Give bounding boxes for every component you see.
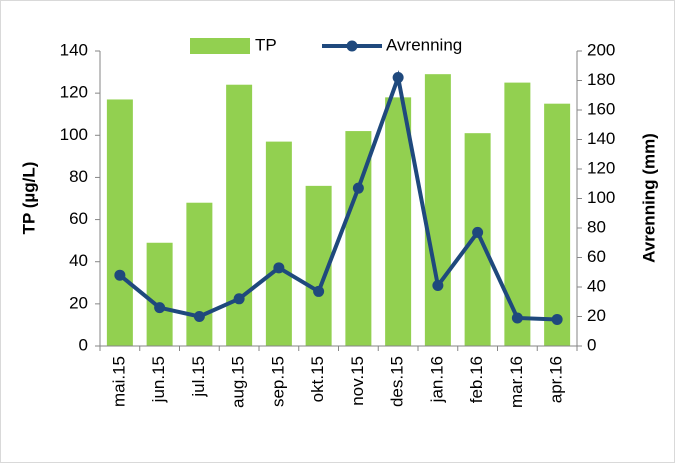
line-point bbox=[352, 182, 364, 194]
x-tick-label: des.15 bbox=[388, 356, 407, 407]
legend-swatch bbox=[346, 40, 358, 52]
line-point bbox=[154, 302, 166, 314]
y2-tick-label: 0 bbox=[587, 335, 596, 354]
line-point bbox=[193, 311, 205, 322]
y-tick-label: 20 bbox=[69, 293, 88, 312]
y2-tick-label: 180 bbox=[587, 70, 615, 89]
bar bbox=[186, 202, 213, 346]
y2-tick-label: 100 bbox=[587, 188, 615, 207]
line-point bbox=[551, 313, 563, 325]
y2-tick-label: 160 bbox=[587, 99, 615, 118]
bar bbox=[146, 242, 173, 346]
y-tick-label: 140 bbox=[60, 40, 88, 59]
y-tick-label: 80 bbox=[69, 167, 88, 186]
y2-tick-label: 200 bbox=[587, 40, 615, 59]
y2-tick-label: 20 bbox=[587, 306, 606, 325]
line-point bbox=[233, 293, 245, 305]
legend-label: TP bbox=[255, 35, 277, 54]
line bbox=[118, 69, 558, 322]
y2-tick-label: 40 bbox=[587, 276, 606, 295]
line-point bbox=[313, 285, 325, 297]
y2-tick-label: 60 bbox=[587, 247, 606, 266]
x-tick-label: sep.15 bbox=[268, 356, 287, 407]
line-point bbox=[273, 262, 285, 274]
line-point bbox=[392, 72, 404, 84]
bar bbox=[226, 84, 253, 346]
bar bbox=[504, 82, 531, 346]
bar bbox=[265, 141, 292, 346]
y2-axis-label: Avrenning (mm) bbox=[639, 133, 658, 263]
bar bbox=[106, 99, 133, 346]
y-tick-label: 0 bbox=[79, 335, 88, 354]
y-tick-label: 60 bbox=[69, 209, 88, 228]
x-tick-label: okt.15 bbox=[308, 356, 327, 402]
y2-tick-label: 120 bbox=[587, 158, 615, 177]
x-tick-label: feb.16 bbox=[467, 356, 486, 403]
bar bbox=[544, 103, 571, 346]
bar bbox=[464, 133, 491, 346]
x-tick-label: jul.15 bbox=[189, 356, 208, 398]
x-tick-label: jun.15 bbox=[149, 356, 168, 403]
legend-swatch bbox=[190, 38, 250, 54]
bar bbox=[424, 74, 451, 346]
y2-tick-label: 140 bbox=[587, 129, 615, 148]
y-tick-label: 120 bbox=[60, 83, 88, 102]
bar bbox=[385, 97, 412, 346]
x-tick-label: mar.16 bbox=[507, 356, 526, 408]
line-point bbox=[472, 226, 484, 238]
x-tick-label: aug.15 bbox=[229, 356, 248, 408]
line-point bbox=[432, 280, 444, 292]
line-point bbox=[511, 312, 523, 324]
x-tick-label: nov.15 bbox=[348, 356, 367, 406]
x-tick-label: apr.16 bbox=[547, 356, 566, 403]
line-point bbox=[114, 269, 126, 281]
x-tick-label: mai.15 bbox=[109, 356, 128, 407]
y-axis-label: TP (µg/L) bbox=[19, 162, 38, 235]
y2-tick-label: 80 bbox=[587, 217, 606, 236]
y-tick-label: 100 bbox=[60, 125, 88, 144]
x-tick-label: jan.16 bbox=[427, 356, 446, 403]
legend-label: Avrenning bbox=[386, 35, 462, 54]
y-tick-label: 40 bbox=[69, 251, 88, 270]
